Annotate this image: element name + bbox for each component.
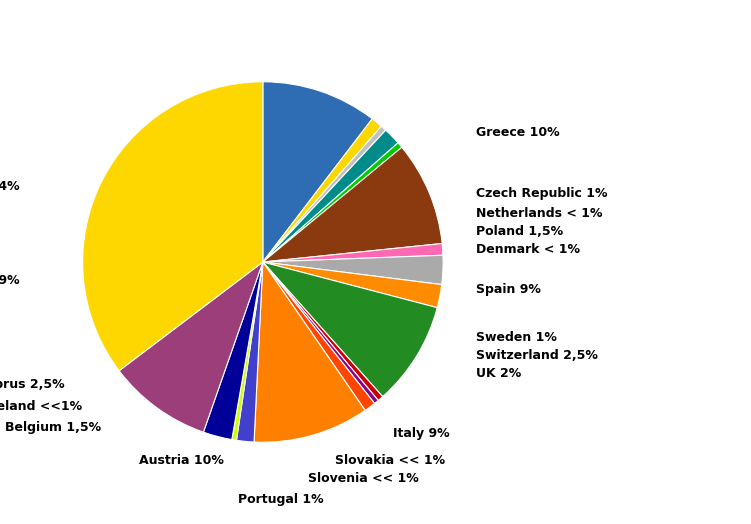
Text: Spain 9%: Spain 9%	[475, 282, 541, 296]
Text: Austria 10%: Austria 10%	[139, 454, 225, 467]
Text: Czech Republic 1%: Czech Republic 1%	[475, 187, 607, 200]
Wedge shape	[263, 255, 443, 285]
Text: Italy 9%: Italy 9%	[393, 427, 449, 440]
Wedge shape	[263, 262, 437, 397]
Text: Slovenia << 1%: Slovenia << 1%	[308, 472, 418, 485]
Wedge shape	[83, 82, 263, 370]
Wedge shape	[232, 262, 263, 440]
Text: Belgium 1,5%: Belgium 1,5%	[5, 421, 101, 434]
Wedge shape	[263, 130, 398, 262]
Wedge shape	[237, 262, 263, 442]
Text: Greece 10%: Greece 10%	[475, 126, 559, 139]
Text: France 9%: France 9%	[0, 274, 20, 287]
Wedge shape	[119, 262, 263, 432]
Wedge shape	[263, 244, 443, 262]
Wedge shape	[263, 82, 372, 262]
Text: Denmark < 1%: Denmark < 1%	[475, 243, 580, 256]
Wedge shape	[204, 262, 263, 440]
Text: Poland 1,5%: Poland 1,5%	[475, 225, 562, 238]
Text: Portugal 1%: Portugal 1%	[238, 494, 324, 506]
Wedge shape	[263, 147, 442, 262]
Text: UK 2%: UK 2%	[475, 367, 520, 380]
Text: Ireland <<1%: Ireland <<1%	[0, 400, 83, 413]
Wedge shape	[263, 119, 382, 262]
Text: Sweden 1%: Sweden 1%	[475, 331, 556, 344]
Text: Slovakia << 1%: Slovakia << 1%	[335, 454, 445, 467]
Text: Cyprus 2,5%: Cyprus 2,5%	[0, 378, 65, 391]
Text: Germany 34%: Germany 34%	[0, 180, 20, 193]
Wedge shape	[263, 262, 442, 308]
Wedge shape	[263, 262, 383, 400]
Wedge shape	[263, 143, 402, 262]
Text: Netherlands < 1%: Netherlands < 1%	[475, 207, 602, 220]
Wedge shape	[263, 262, 375, 410]
Text: Switzerland 2,5%: Switzerland 2,5%	[475, 349, 597, 362]
Wedge shape	[263, 262, 379, 403]
Wedge shape	[254, 262, 365, 442]
Wedge shape	[263, 126, 386, 262]
